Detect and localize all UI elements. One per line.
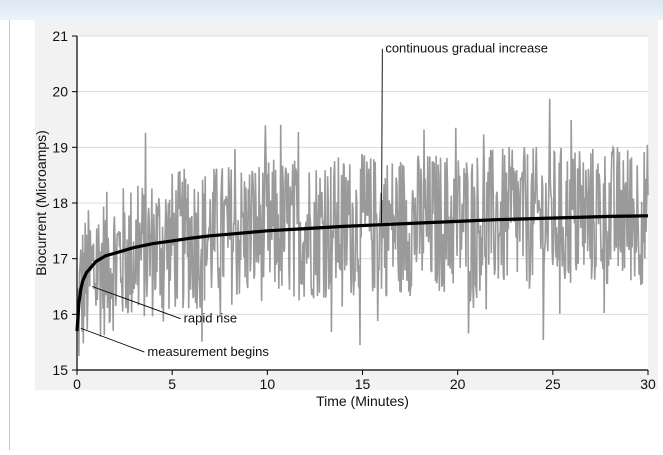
annotations: continuous gradual increase rapid rise mea… — [80, 41, 548, 359]
x-axis-label: Time (Minutes) — [316, 393, 409, 409]
x-tick-label: 10 — [260, 376, 276, 392]
annotation-leader-line — [80, 327, 145, 353]
x-tick-label: 5 — [168, 376, 176, 392]
y-tick-label: 18 — [52, 195, 68, 211]
x-tick-label: 20 — [450, 376, 466, 392]
annotation-label: rapid rise — [184, 311, 237, 326]
noise-series-line — [76, 98, 649, 357]
annotation-leader-line — [381, 48, 383, 226]
y-tick-label: 17 — [52, 251, 68, 267]
annotation-label: continuous gradual increase — [385, 41, 548, 56]
y-tick-label: 15 — [52, 362, 68, 378]
trend-series-line — [75, 214, 649, 332]
page-divider — [9, 20, 10, 450]
x-tick-label: 25 — [545, 376, 561, 392]
x-tick-label: 0 — [73, 376, 81, 392]
x-tick-label: 15 — [355, 376, 371, 392]
axes: 0 5 10 15 20 25 30 15 16 17 18 19 20 21 — [52, 28, 656, 392]
y-axis-label: Biocurrent (Microamps) — [33, 130, 49, 275]
header-band — [0, 0, 663, 20]
y-tick-label: 19 — [52, 139, 68, 155]
y-tick-label: 16 — [52, 306, 68, 322]
annotation-leader-line — [92, 286, 181, 320]
y-tick-label: 20 — [52, 84, 68, 100]
annotation-label: measurement begins — [147, 344, 269, 359]
y-tick-label: 21 — [52, 28, 68, 44]
x-tick-label: 30 — [640, 376, 656, 392]
